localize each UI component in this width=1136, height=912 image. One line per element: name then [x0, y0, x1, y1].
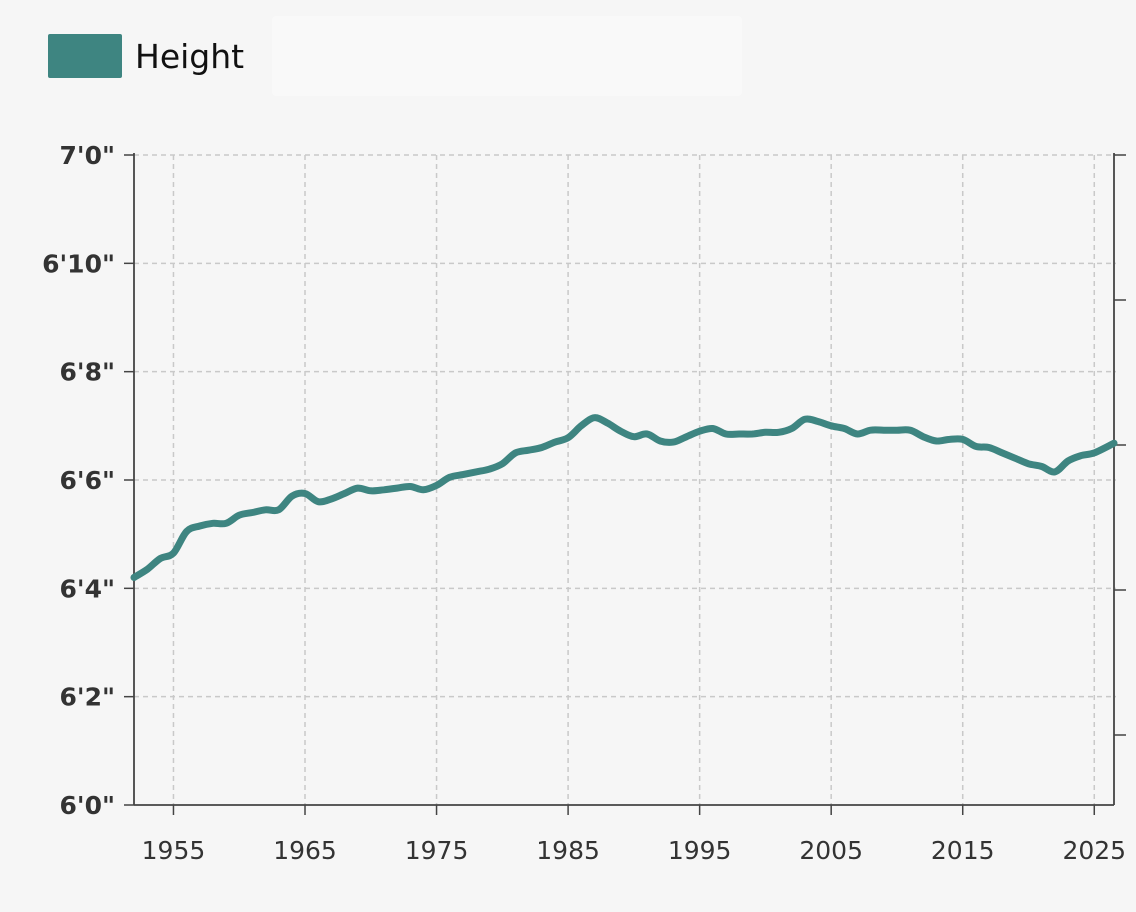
x-tick-label: 1975 [405, 836, 469, 865]
y-tick-label: 6'10" [42, 249, 115, 278]
axes [124, 153, 1126, 815]
legend-swatch [48, 34, 122, 78]
x-tick-label: 1965 [273, 836, 337, 865]
y-tick-label: 6'4" [60, 574, 115, 603]
grid [134, 154, 1116, 805]
x-tick-label: 1995 [668, 836, 732, 865]
legend-label: Height [135, 36, 245, 76]
x-tick-label: 1985 [536, 836, 600, 865]
series [130, 414, 1118, 581]
legend: Height [48, 34, 244, 78]
x-tick-label: 2005 [799, 836, 863, 865]
y-tick-label: 6'0" [60, 791, 115, 820]
y-tick-label: 6'6" [60, 466, 115, 495]
series-line-height [130, 414, 1118, 581]
x-tick-label: 2015 [931, 836, 995, 865]
legend-backdrop [272, 16, 742, 96]
x-tick-label: 1955 [142, 836, 206, 865]
y-tick-label: 7'0" [60, 141, 115, 170]
y-tick-label: 6'2" [60, 683, 115, 712]
tick-labels: 6'0" 6'2" 6'4" 6'6" 6'8" 6'10" 7'0" 1955 1965 197… [42, 141, 1126, 865]
x-tick-label: 2025 [1062, 836, 1126, 865]
y-tick-label: 6'8" [60, 358, 115, 387]
